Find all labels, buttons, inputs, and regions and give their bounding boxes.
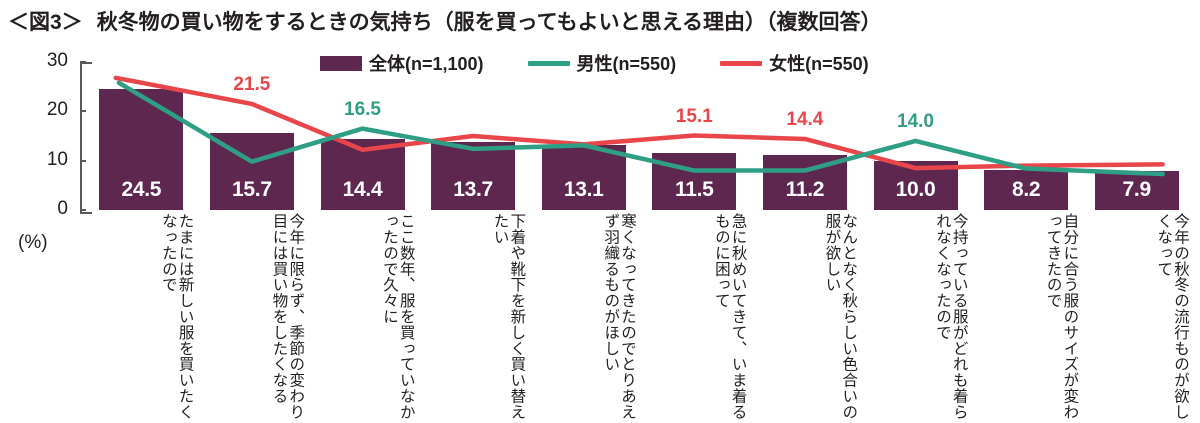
line-lead-in-female (116, 78, 142, 83)
y-axis-tick-30 (80, 61, 86, 63)
bar-value-1: 15.7 (232, 178, 272, 201)
line-lead-in-male (119, 83, 141, 96)
category-label-7: 今持っている服がどれも着られなくなったので (934, 213, 968, 420)
legend-label-male: 男性(n=550) (576, 54, 677, 74)
y-axis-bracket (80, 62, 92, 214)
chart-legend: 全体(n=1,100) 男性(n=550) 女性(n=550) (320, 50, 869, 76)
category-label-6: なんとなく秋らしい色合いの服が欲しい (823, 213, 858, 420)
category-label-4: 寒くなってきたのでとりあえず羽織るものがほしい (602, 213, 636, 420)
bar-value-3: 13.7 (453, 178, 493, 201)
bar-0 (99, 89, 184, 210)
annotation-2: 15.1 (675, 105, 713, 127)
line-lead-out-male (1137, 173, 1163, 174)
bar-value-6: 11.2 (785, 178, 825, 201)
category-label-5: 急に秋めいてきて、いま着るものに困って (712, 213, 747, 420)
annotation-0: 21.5 (233, 73, 271, 95)
figure-number: ＜図3＞ (8, 11, 83, 34)
line-series-male (141, 96, 1136, 173)
category-label-1: 今年に限らず、季節の変わり目には買い物をしたくなる (270, 213, 305, 420)
category-label-9: 今年の秋冬の流行ものが欲しくなって (1155, 213, 1189, 420)
annotation-1: 16.5 (344, 98, 381, 120)
bar-value-8: 8.2 (1011, 178, 1041, 201)
bar-4 (541, 145, 626, 210)
legend-swatch-female-icon (720, 60, 763, 66)
legend-swatch-male-icon (527, 60, 570, 66)
category-label-2: ここ数年、服を買っていなかったので久々に (381, 213, 415, 420)
bar-9 (1094, 171, 1179, 210)
bar-value-0: 24.5 (121, 178, 162, 201)
bar-value-7: 10.0 (895, 178, 936, 201)
legend-swatch-total-icon (320, 55, 362, 71)
line-series-female (141, 83, 1136, 168)
category-label-0: たまには新しい服を買いたくなったので (159, 213, 194, 420)
bar-3 (431, 142, 516, 210)
bar-value-4: 13.1 (563, 178, 604, 201)
annotation-4: 14.0 (897, 110, 934, 132)
legend-item-male: 男性(n=550) (527, 50, 677, 76)
y-axis-unit: (%) (18, 232, 48, 253)
y-axis-label-0: 0 (57, 198, 68, 219)
annotation-3: 14.4 (786, 108, 824, 130)
bar-value-9: 7.9 (1122, 178, 1152, 201)
y-axis-tick-0 (80, 209, 86, 211)
chart-plot-area: 24.5 15.7 14.4 13.7 13.1 11.5 11.2 10.0 8.2 7.9 (86, 62, 1192, 210)
y-axis-label-10: 10 (46, 148, 68, 170)
page-title: ＜図3＞ 秋冬物の買い物をするときの気持ち（服を買ってもよいと思える理由）（複数回… (8, 6, 881, 36)
legend-label-female: 女性(n=550) (769, 54, 869, 74)
bar-8 (984, 169, 1069, 210)
title-text: 秋冬物の買い物をするときの気持ち（服を買ってもよいと思える理由）（複数回答） (96, 11, 882, 34)
line-series-layer (86, 62, 1192, 210)
bar-value-5: 11.5 (675, 178, 714, 201)
x-axis-category-labels: たまには新しい服を買いたくなったので 今年に限らず、季節の変わり目には買い物をした… (86, 213, 1192, 423)
legend-item-female: 女性(n=550) (720, 50, 869, 76)
legend-label-total: 全体(n=1,100) (369, 54, 484, 74)
category-label-3: 下着や靴下を新しく買い替えたい (491, 213, 526, 420)
legend-item-total: 全体(n=1,100) (320, 50, 484, 76)
y-axis-tick-10 (80, 159, 86, 162)
y-axis-tick-20 (80, 110, 86, 113)
y-axis-label-30: 30 (46, 50, 68, 71)
category-label-8: 自分に合う服のサイズが変わってきたので (1044, 213, 1079, 420)
y-axis-label-20: 20 (46, 99, 68, 121)
bar-value-2: 14.4 (342, 178, 383, 201)
